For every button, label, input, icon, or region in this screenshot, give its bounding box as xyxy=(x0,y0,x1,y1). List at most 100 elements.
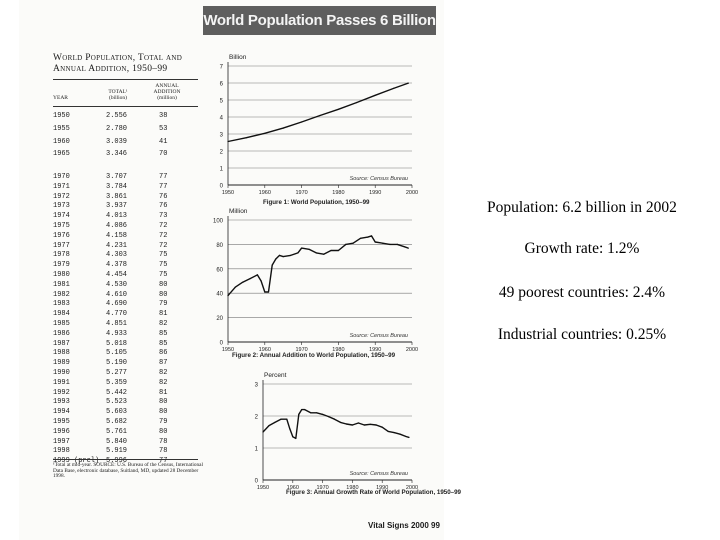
table-cell-total: 4.454 xyxy=(106,271,128,279)
chart3-data-point xyxy=(292,436,294,438)
chart3-ytick-label: 3 xyxy=(255,383,259,389)
table-cell-total: 4.086 xyxy=(106,222,128,230)
table-cell-total: 4.158 xyxy=(106,231,128,240)
table-cell-addition: 82 xyxy=(159,320,168,328)
table-cell-total: 4.770 xyxy=(106,310,128,319)
chart3-xtick-label: 1950 xyxy=(257,485,269,491)
table-cell-total: 5.442 xyxy=(106,388,128,397)
chart1-xtick-label: 1950 xyxy=(222,190,234,196)
chart1-ytick-label: 4 xyxy=(220,116,224,122)
chart1-data-point xyxy=(245,137,247,139)
table-cell-addition: 75 xyxy=(159,271,168,279)
chart3-data-point xyxy=(375,424,377,426)
chart3-caption: Figure 3: Annual Growth Rate of World Po… xyxy=(286,489,462,496)
chart3-data-point xyxy=(328,416,330,418)
table-cell-total: 5.018 xyxy=(106,339,128,348)
col-header-addition-label: Annual Addition xyxy=(153,83,181,95)
table-cell-total: 4.530 xyxy=(106,280,128,289)
table-rule-header xyxy=(53,106,198,107)
chart1-xtick-label: 1990 xyxy=(369,190,381,196)
table-cell-year: 1973 xyxy=(53,202,70,211)
chart2-ytick-label: 40 xyxy=(216,292,223,298)
chart2-xtick-label: 1980 xyxy=(332,347,344,353)
table-cell-year: 1984 xyxy=(53,310,70,319)
chart3-data-point xyxy=(351,424,353,426)
table-cell-addition: 80 xyxy=(159,290,168,299)
chart1-xtick-label: 2000 xyxy=(406,190,418,196)
chart3-data-point xyxy=(339,421,342,423)
chart2-xtick-label: 1950 xyxy=(222,347,234,353)
table-cell-addition: 70 xyxy=(159,150,168,159)
chart1-data-point xyxy=(407,82,409,84)
scanned-page xyxy=(19,0,444,540)
table-cell-addition: 80 xyxy=(159,280,168,289)
side-note-growth-rate: Growth rate: 1.2% xyxy=(524,240,640,257)
chart2-ytick-label: 80 xyxy=(216,243,223,249)
chart2-source: Source: Census Bureau xyxy=(350,333,408,339)
col-header-year: Year xyxy=(53,95,68,101)
chart1-data-point xyxy=(282,127,284,129)
chart3-xtick-label: 1990 xyxy=(376,485,388,491)
chart2-data-point xyxy=(337,249,339,252)
table-cell-addition: 81 xyxy=(159,310,168,319)
chart3-data-point xyxy=(280,418,282,420)
chart3-data-point xyxy=(399,433,401,435)
chart3-data-point xyxy=(369,423,371,425)
table-cell-year: 1974 xyxy=(53,212,70,221)
table-cell-addition: 78 xyxy=(159,447,168,456)
chart3-data-point xyxy=(301,409,303,411)
chart2-data-point xyxy=(330,249,332,252)
chart3-data-point xyxy=(333,418,336,420)
chart2-data-point xyxy=(264,291,266,293)
table-cell-addition: 85 xyxy=(159,339,168,348)
chart2-data-point xyxy=(308,248,310,250)
table-cell-addition: 78 xyxy=(159,437,168,446)
table-cell-total: 5.105 xyxy=(106,349,128,358)
col-header-total: Total¹ (billion) xyxy=(100,89,136,101)
table-cell-addition: 41 xyxy=(159,137,168,146)
table-cell-year: 1983 xyxy=(53,300,70,309)
table-cell-year: 1980 xyxy=(53,271,70,279)
chart1-data-point xyxy=(337,108,339,110)
chart3-data-point xyxy=(295,437,297,439)
chart2-data-point xyxy=(345,243,347,245)
table-cell-addition: 72 xyxy=(159,222,168,230)
chart3-series-line xyxy=(262,408,410,440)
chart2-data-point xyxy=(389,243,391,245)
table-cell-year: 1996 xyxy=(53,427,70,436)
chart1-data-point xyxy=(356,101,358,104)
chart2-data-point xyxy=(382,242,384,244)
chart2-series-line xyxy=(227,235,409,297)
table-cell-year: 1992 xyxy=(53,388,70,397)
chart1-ytick-label: 1 xyxy=(220,167,224,173)
table-cell-addition: 80 xyxy=(159,398,168,407)
table-cell-addition: 82 xyxy=(159,369,168,377)
chart1-data-point xyxy=(319,114,321,117)
chart1-ytick-label: 7 xyxy=(220,65,224,71)
table-cell-addition: 73 xyxy=(159,212,168,221)
chart2-data-point xyxy=(315,252,317,254)
chart2-data-point xyxy=(374,241,376,243)
side-note-population: Population: 6.2 billion in 2002 xyxy=(487,199,677,216)
chart2-data-point xyxy=(249,278,251,280)
chart2-data-point xyxy=(256,274,258,276)
chart3-ytick-label: 2 xyxy=(255,415,259,421)
chart1-caption: Figure 1: World Population, 1950–99 xyxy=(263,199,370,206)
table-cell-total: 4.933 xyxy=(106,329,128,338)
table-cell-addition: 79 xyxy=(159,300,168,309)
table-cell-year: 1972 xyxy=(53,192,70,201)
table-cell-year: 1978 xyxy=(53,251,70,260)
table-cell-total: 3.707 xyxy=(106,173,128,181)
chart2-xtick-label: 1960 xyxy=(259,347,271,353)
table-cell-total: 4.013 xyxy=(106,212,128,221)
col-header-total-label: Total¹ xyxy=(108,89,128,95)
table-cell-year: 1988 xyxy=(53,349,70,358)
table-cell-addition: 75 xyxy=(159,261,168,270)
table-cell-addition: 77 xyxy=(159,182,168,191)
chart1-ytick-label: 0 xyxy=(220,184,224,190)
chart2-ytick-label: 60 xyxy=(216,267,223,273)
table-cell-year: 1979 xyxy=(53,261,70,270)
table-cell-year: 1977 xyxy=(53,241,70,250)
table-cell-total: 5.996 xyxy=(106,457,128,466)
chart2-data-point xyxy=(260,280,262,282)
